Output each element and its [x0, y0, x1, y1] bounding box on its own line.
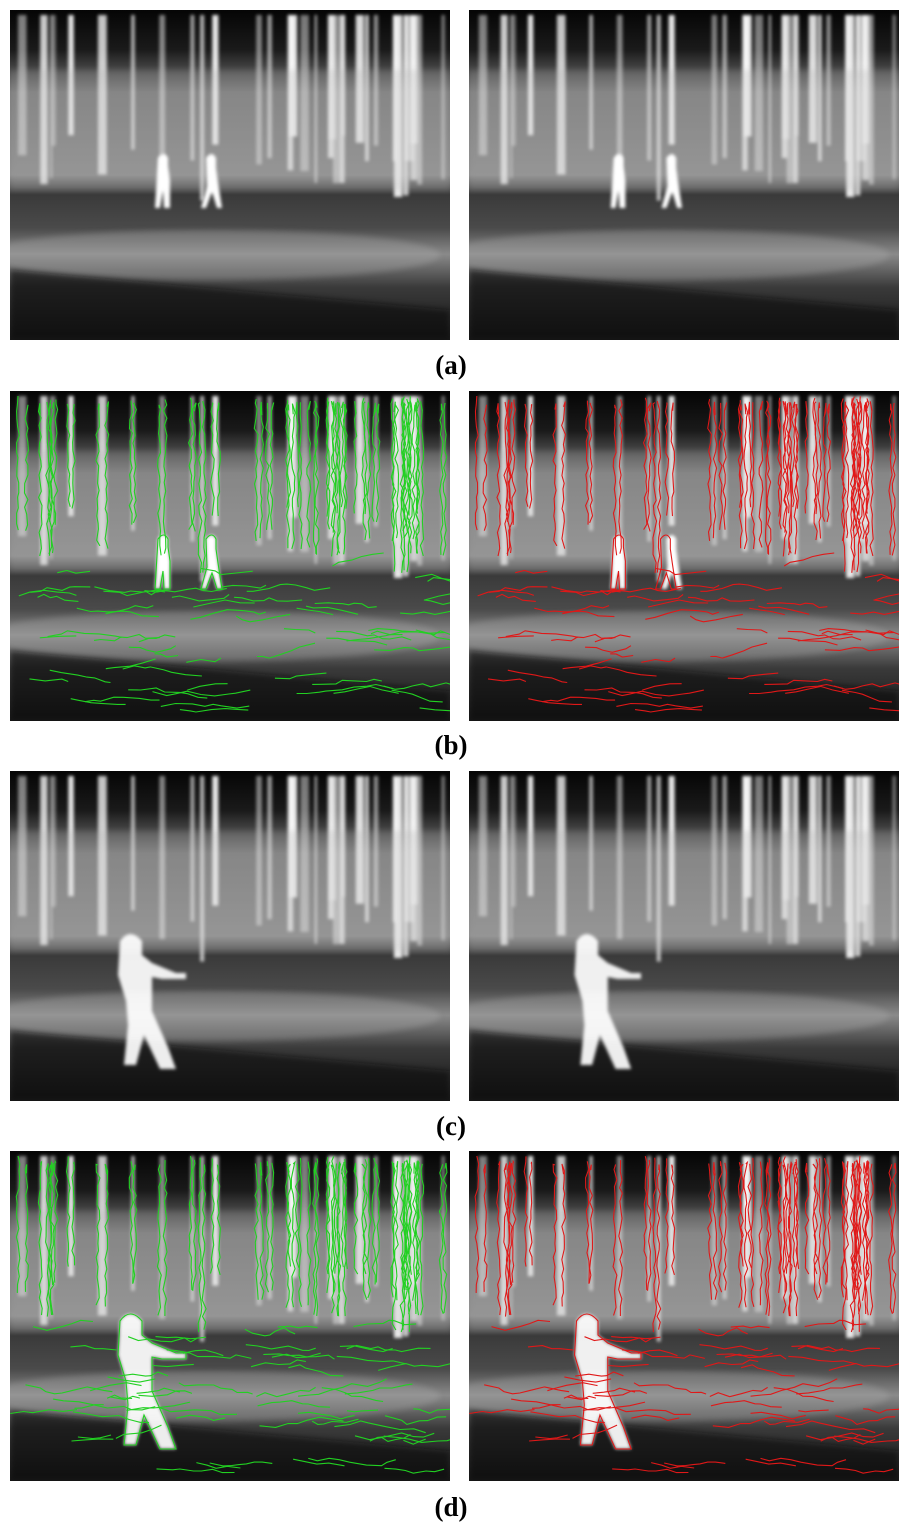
figure: (a) (b) (c) (d): [0, 0, 901, 1532]
haze: [469, 1211, 899, 1331]
haze: [10, 70, 450, 190]
image-panel: [440, 391, 901, 721]
image-panel: [0, 391, 509, 721]
image-panel: [440, 10, 899, 340]
page: {"panels": [{"label": "(a)"}, {"label": …: [0, 0, 901, 1532]
haze: [469, 70, 899, 190]
panel-label: (c): [436, 1111, 466, 1141]
haze: [10, 451, 450, 571]
ground-light: [0, 1371, 440, 1421]
ground-light: [0, 230, 440, 280]
image-panel: [0, 1151, 479, 1481]
image-panel: [0, 10, 450, 340]
haze: [10, 1211, 450, 1331]
ground-light: [440, 1371, 890, 1421]
ground-light: [440, 991, 890, 1041]
image-panel: [440, 771, 899, 1101]
haze: [469, 831, 899, 951]
image-panel: [440, 1151, 901, 1481]
ground-light: [440, 230, 890, 280]
panel-label: (a): [435, 350, 466, 380]
panel-label: (d): [435, 1492, 468, 1522]
haze: [469, 451, 899, 571]
panel-label: (b): [435, 730, 468, 760]
haze: [10, 831, 450, 951]
image-panel: [0, 771, 450, 1101]
ground-light: [0, 991, 440, 1041]
